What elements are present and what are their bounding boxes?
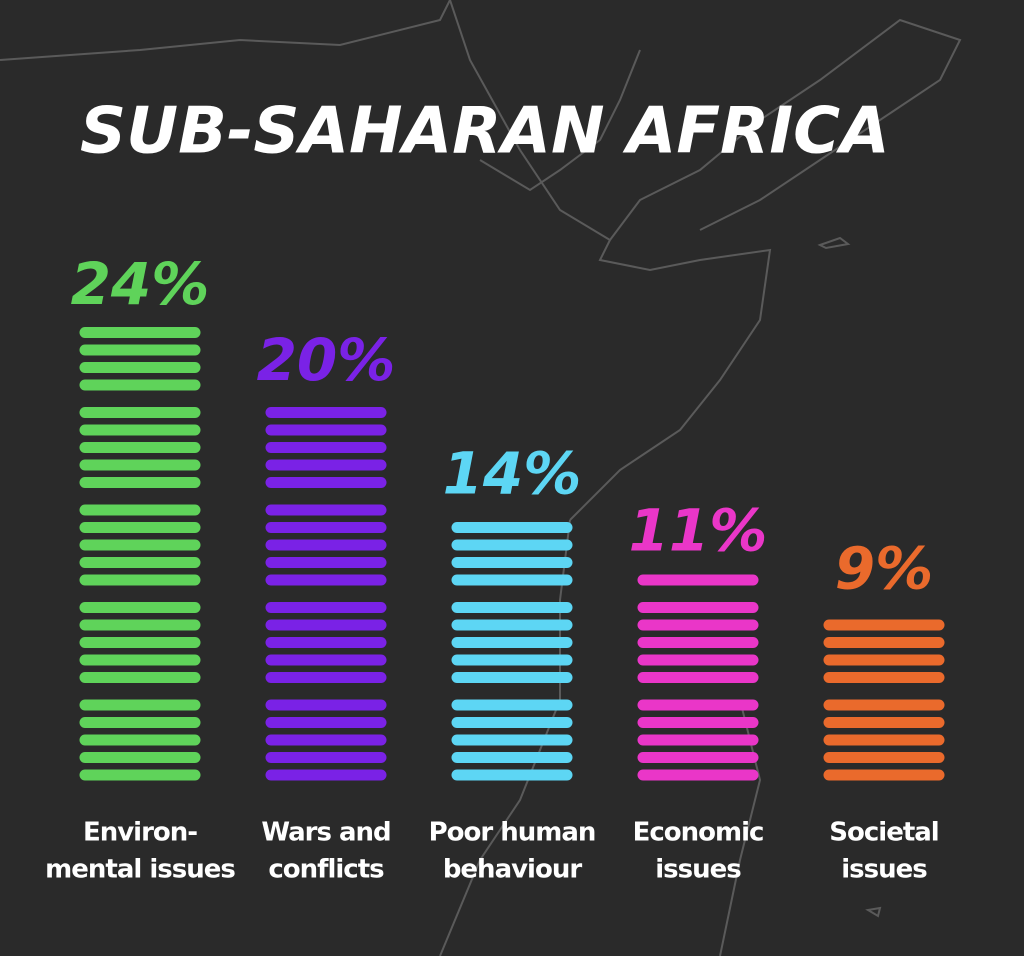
- value-label: 24%: [71, 250, 210, 318]
- x-tick-label: Economic: [633, 818, 764, 848]
- map-outline: [0, 0, 962, 956]
- x-tick-label: issues: [655, 855, 741, 885]
- x-tick-label: conflicts: [268, 855, 384, 885]
- bar: [79, 326, 201, 781]
- value-label: 9%: [835, 534, 933, 602]
- value-label: 20%: [257, 326, 396, 394]
- bar: [265, 407, 387, 781]
- bar: [823, 619, 945, 781]
- x-tick-label: Societal: [829, 818, 938, 848]
- x-tick-label: Poor human: [429, 818, 596, 848]
- bar: [637, 574, 759, 781]
- bar: [451, 522, 573, 781]
- chart-title: SUB-SAHARAN AFRICA: [80, 95, 890, 169]
- x-tick-label: mental issues: [45, 855, 235, 885]
- x-tick-label: Environ-: [83, 818, 197, 848]
- x-tick-label: behaviour: [443, 855, 583, 885]
- x-tick-label: issues: [841, 855, 927, 885]
- x-tick-label: Wars and: [261, 818, 390, 848]
- bar-extent: [80, 326, 200, 781]
- value-label: 11%: [629, 497, 768, 565]
- value-label: 14%: [443, 440, 582, 508]
